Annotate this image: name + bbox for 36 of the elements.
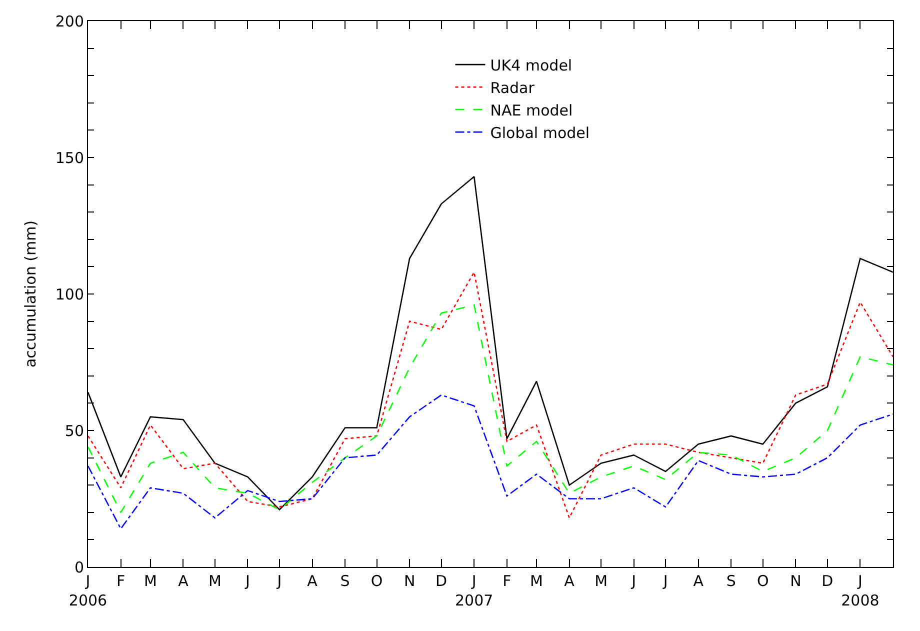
x-tick-label: J [276, 572, 282, 590]
x-tick-label: J [244, 572, 250, 590]
line-series [88, 394, 893, 530]
x-tick-label: A [564, 572, 576, 590]
line-series [88, 304, 893, 514]
legend-label: Radar [490, 78, 536, 97]
x-tick-label: O [756, 572, 769, 590]
x-tick-label: M [594, 572, 608, 590]
x-tick-label: N [790, 572, 802, 590]
x-tick-label: J 2007 [455, 572, 494, 610]
x-tick-label: D [436, 572, 448, 590]
x-tick-label: N [404, 572, 416, 590]
y-tick-label: 50 [64, 422, 84, 440]
y-axis-title: accumulation (mm) [22, 220, 40, 368]
x-tick-label: A [178, 572, 190, 590]
x-tick-label: F [116, 572, 126, 590]
x-tick-label: F [502, 572, 512, 590]
y-tick-label: 100 [55, 285, 84, 304]
x-tick-label: M [208, 572, 222, 590]
x-tick-label: S [726, 572, 736, 590]
x-tick-label: M [144, 572, 157, 590]
x-tick-label: A [307, 572, 318, 590]
x-tick-label: O [370, 572, 383, 590]
legend-label: NAE model [490, 101, 573, 120]
legend-label: UK4 model [490, 56, 572, 74]
legend-label: Global model [490, 124, 590, 142]
x-tick-label: S [340, 572, 350, 590]
x-tick-label: D [822, 572, 834, 590]
x-tick-label: J [630, 572, 636, 590]
y-tick-label: 150 [55, 148, 84, 167]
x-tick-label: M [530, 572, 543, 590]
x-tick-label: J [662, 572, 668, 590]
line-series [88, 272, 893, 519]
x-tick-label: A [693, 572, 704, 590]
x-tick-label: J 2008 [841, 572, 880, 610]
y-tick-label: 200 [55, 12, 84, 30]
